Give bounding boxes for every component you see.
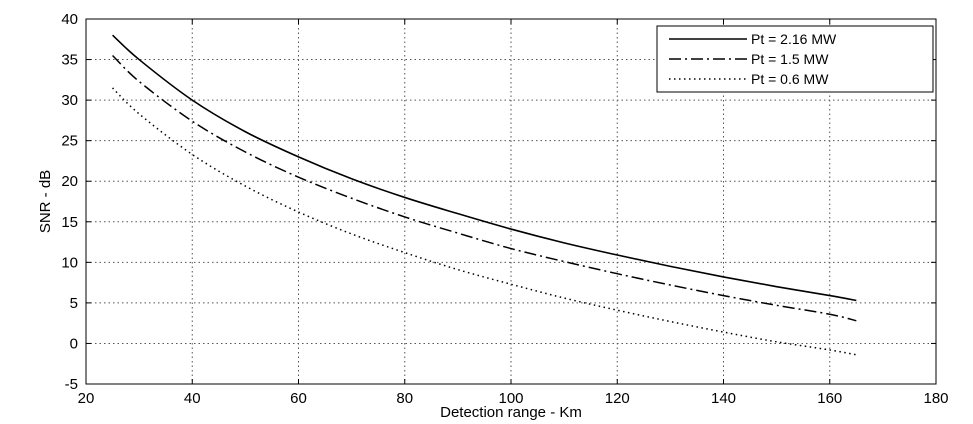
series-line-1 (112, 34, 857, 302)
y-tick-label: 15 (61, 214, 78, 231)
y-tick-label: 0 (70, 335, 78, 352)
y-tick-label: 10 (61, 254, 78, 271)
x-axis-label: Detection range - Km (440, 404, 582, 421)
y-tick-label: 40 (61, 11, 78, 28)
series-lines (112, 34, 857, 356)
x-tick-label: 180 (923, 390, 948, 407)
legend-label-2: Pt = 1.5 MW (751, 51, 829, 67)
x-tick-label: 80 (396, 390, 413, 407)
legend-label-3: Pt = 0.6 MW (751, 71, 829, 87)
x-tick-label: 60 (290, 390, 307, 407)
y-tick-label: 5 (70, 295, 78, 312)
x-tick-label: 120 (605, 390, 630, 407)
y-tick-label: 35 (61, 52, 78, 69)
y-tick-label: 20 (61, 173, 78, 190)
x-tick-label: 140 (711, 390, 736, 407)
x-tick-label: 40 (184, 390, 201, 407)
y-tick-label: -5 (65, 376, 78, 393)
axis-ticks (85, 18, 937, 385)
y-tick-label: 30 (61, 92, 78, 109)
series-line-2 (112, 54, 857, 322)
y-axis-label: SNR - dB (37, 170, 54, 233)
legend-label-1: Pt = 2.16 MW (751, 31, 837, 47)
legend: Pt = 2.16 MW Pt = 1.5 MW Pt = 0.6 MW (656, 25, 934, 93)
x-tick-label: 160 (817, 390, 842, 407)
y-tick-label: 25 (61, 133, 78, 150)
tick-labels: 20 40 60 80 100 120 140 160 180 -5 0 5 10 15 20 25 30 35 4… (61, 11, 948, 407)
x-tick-label: 20 (78, 390, 95, 407)
x-tick-label: 100 (498, 390, 523, 407)
